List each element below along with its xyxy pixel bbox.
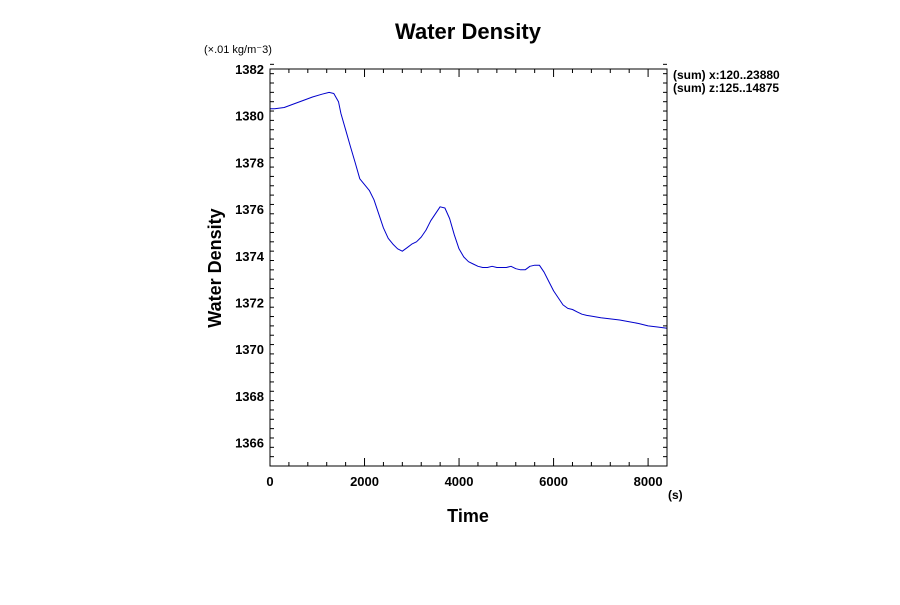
y-tick-label: 1378: [235, 155, 264, 170]
y-tick-label: 1372: [235, 296, 264, 311]
x-tick-label: 6000: [539, 474, 568, 489]
x-tick-label: 8000: [634, 474, 663, 489]
y-tick-label: 1376: [235, 202, 264, 217]
x-unit-label: (s): [668, 488, 683, 502]
y-tick-label: 1374: [235, 249, 265, 264]
axis-ticks: [269, 63, 668, 467]
annotation-z-range: (sum) z:125..14875: [673, 81, 779, 95]
y-axis-label: Water Density: [205, 208, 225, 327]
series-line: [270, 91, 668, 329]
y-tick-label: 1370: [235, 342, 264, 357]
x-axis-label: Time: [447, 506, 489, 526]
annotation-x-range: (sum) x:120..23880: [673, 68, 780, 82]
y-tick-label: 1382: [235, 62, 264, 77]
x-tick-label: 0: [266, 474, 273, 489]
chart-title: Water Density: [395, 19, 542, 44]
y-unit-label: (×.01 kg/m⁻3): [204, 44, 272, 56]
y-tick-label: 1380: [235, 109, 264, 124]
axis-tick-labels: 0 2000 4000 6000 8000 1366 1368 1370 1372 1374 137…: [235, 62, 662, 489]
plot-frame: [269, 68, 668, 467]
series-layer: [270, 91, 668, 329]
x-tick-label: 4000: [445, 474, 474, 489]
y-tick-label: 1368: [235, 389, 264, 404]
y-tick-label: 1366: [235, 436, 264, 451]
x-tick-label: 2000: [350, 474, 379, 489]
